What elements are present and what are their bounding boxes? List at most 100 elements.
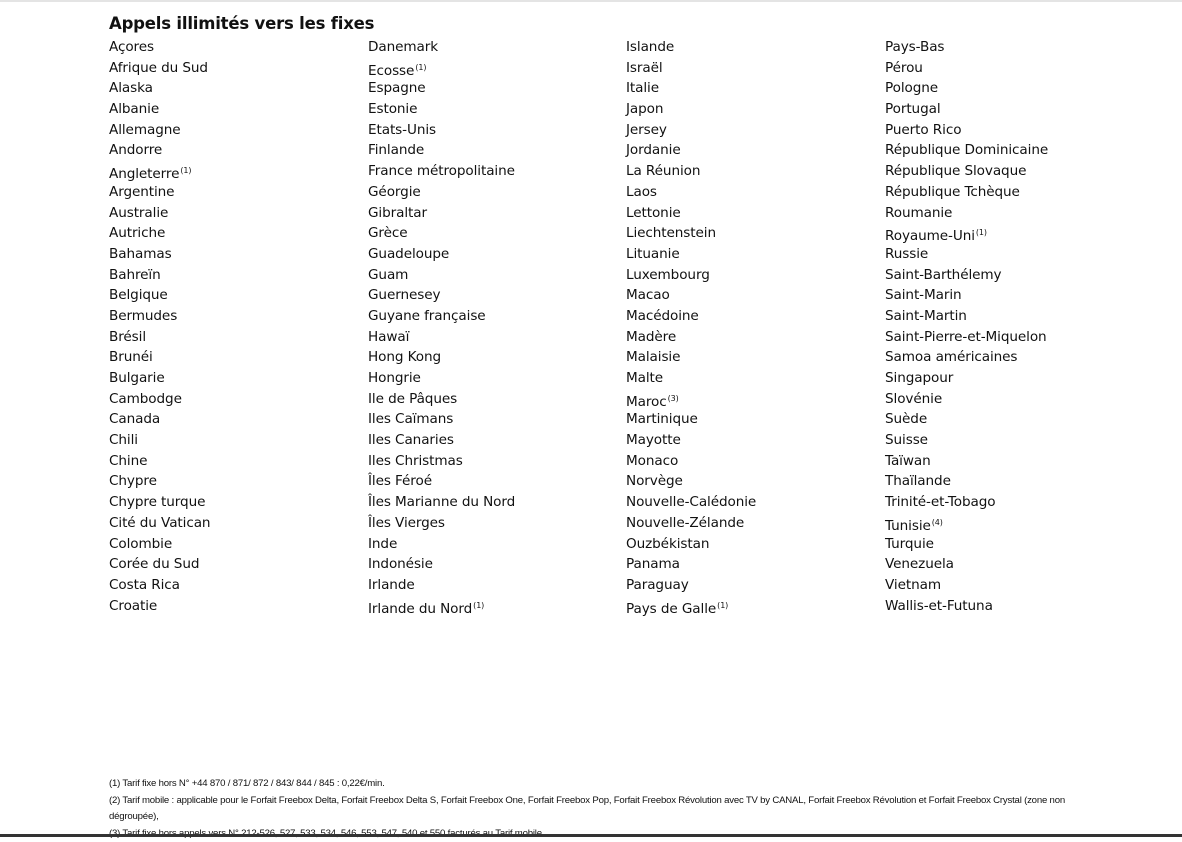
country-name: Mayotte xyxy=(626,432,681,448)
country-name: République Dominicaine xyxy=(885,142,1048,158)
country-name: Corée du Sud xyxy=(109,556,199,572)
country-name: Saint-Marin xyxy=(885,287,962,303)
footnote-ref: (4) xyxy=(932,518,943,527)
country-item: Ouzbékistan xyxy=(626,534,756,555)
country-name: Etats-Unis xyxy=(368,122,436,138)
country-item: Irlande du Nord(1) xyxy=(368,596,515,617)
country-item: Singapour xyxy=(885,368,1048,389)
country-item: Venezuela xyxy=(885,554,1048,575)
country-name: Guyane française xyxy=(368,308,486,324)
country-name: République Slovaque xyxy=(885,163,1026,179)
country-item: Iles Caïmans xyxy=(368,409,515,430)
country-name: Argentine xyxy=(109,184,174,200)
country-name: Costa Rica xyxy=(109,577,180,593)
country-item: Pérou xyxy=(885,58,1048,79)
country-item: Chypre xyxy=(109,471,210,492)
country-name: Taïwan xyxy=(885,453,931,469)
country-name: Angleterre xyxy=(109,166,179,182)
country-name: Wallis-et-Futuna xyxy=(885,598,993,614)
country-name: Malte xyxy=(626,370,663,386)
country-name: Norvège xyxy=(626,473,683,489)
country-name: Portugal xyxy=(885,101,941,117)
country-item: Ecosse(1) xyxy=(368,58,515,79)
country-name: Belgique xyxy=(109,287,168,303)
country-item: Suède xyxy=(885,409,1048,430)
country-item: Costa Rica xyxy=(109,575,210,596)
country-item: Finlande xyxy=(368,140,515,161)
country-item: Iles Canaries xyxy=(368,430,515,451)
country-name: Ecosse xyxy=(368,63,414,79)
country-name: Cambodge xyxy=(109,391,182,407)
country-item: Bahamas xyxy=(109,244,210,265)
country-name: Maroc xyxy=(626,394,667,410)
country-name: Chine xyxy=(109,453,147,469)
country-name: Roumanie xyxy=(885,205,952,221)
country-name: Guam xyxy=(368,267,408,283)
country-name: Finlande xyxy=(368,142,424,158)
country-item: Macédoine xyxy=(626,306,756,327)
country-item: Trinité-et-Tobago xyxy=(885,492,1048,513)
country-name: Japon xyxy=(626,101,663,117)
top-divider xyxy=(0,0,1182,2)
country-item: Ile de Pâques xyxy=(368,389,515,410)
country-item: Argentine xyxy=(109,182,210,203)
country-item: Thaïlande xyxy=(885,471,1048,492)
country-name: Iles Christmas xyxy=(368,453,463,469)
country-item: Malaisie xyxy=(626,347,756,368)
country-name: Lituanie xyxy=(626,246,680,262)
country-item: Lettonie xyxy=(626,203,756,224)
footnote-ref: (3) xyxy=(668,394,679,403)
country-item: Îles Féroé xyxy=(368,471,515,492)
country-name: Liechtenstein xyxy=(626,225,716,241)
country-item: Wallis-et-Futuna xyxy=(885,596,1048,617)
country-item: Açores xyxy=(109,37,210,58)
footnotes: (1) Tarif fixe hors N° +44 870 / 871/ 87… xyxy=(109,776,1089,842)
country-name: Saint-Pierre-et-Miquelon xyxy=(885,329,1047,345)
country-name: Croatie xyxy=(109,598,157,614)
country-name: Islande xyxy=(626,39,674,55)
country-item: Angleterre(1) xyxy=(109,161,210,182)
footnote-ref: (1) xyxy=(473,601,484,610)
country-name: Açores xyxy=(109,39,154,55)
country-name: Chili xyxy=(109,432,138,448)
country-name: Andorre xyxy=(109,142,162,158)
country-name: France métropolitaine xyxy=(368,163,515,179)
country-item: Monaco xyxy=(626,451,756,472)
country-item: Royaume-Uni(1) xyxy=(885,223,1048,244)
country-item: Bahreïn xyxy=(109,265,210,286)
country-name: Hongrie xyxy=(368,370,421,386)
country-name: Bulgarie xyxy=(109,370,165,386)
country-name: Thaïlande xyxy=(885,473,951,489)
section-title: Appels illimités vers les fixes xyxy=(109,14,374,33)
country-name: La Réunion xyxy=(626,163,700,179)
country-item: Mayotte xyxy=(626,430,756,451)
country-name: Guadeloupe xyxy=(368,246,449,262)
country-item: Vietnam xyxy=(885,575,1048,596)
country-item: Espagne xyxy=(368,78,515,99)
country-item: Hong Kong xyxy=(368,347,515,368)
country-item: Gibraltar xyxy=(368,203,515,224)
country-item: Saint-Martin xyxy=(885,306,1048,327)
country-item: Inde xyxy=(368,534,515,555)
country-name: Israël xyxy=(626,60,663,76)
country-name: Lettonie xyxy=(626,205,681,221)
country-item: Nouvelle-Zélande xyxy=(626,513,756,534)
country-name: Îles Féroé xyxy=(368,473,432,489)
country-item: Indonésie xyxy=(368,554,515,575)
country-name: Chypre xyxy=(109,473,157,489)
country-item: Etats-Unis xyxy=(368,120,515,141)
country-item: Jordanie xyxy=(626,140,756,161)
country-item: Macao xyxy=(626,285,756,306)
country-name: Iles Caïmans xyxy=(368,411,453,427)
country-item: Bermudes xyxy=(109,306,210,327)
footnote-ref: (1) xyxy=(180,166,191,175)
country-item: Russie xyxy=(885,244,1048,265)
country-item: Guernesey xyxy=(368,285,515,306)
country-name: Malaisie xyxy=(626,349,680,365)
country-name: Trinité-et-Tobago xyxy=(885,494,996,510)
country-name: Samoa américaines xyxy=(885,349,1017,365)
country-name: Pays de Galle xyxy=(626,601,716,617)
country-name: Panama xyxy=(626,556,680,572)
country-name: Macédoine xyxy=(626,308,699,324)
